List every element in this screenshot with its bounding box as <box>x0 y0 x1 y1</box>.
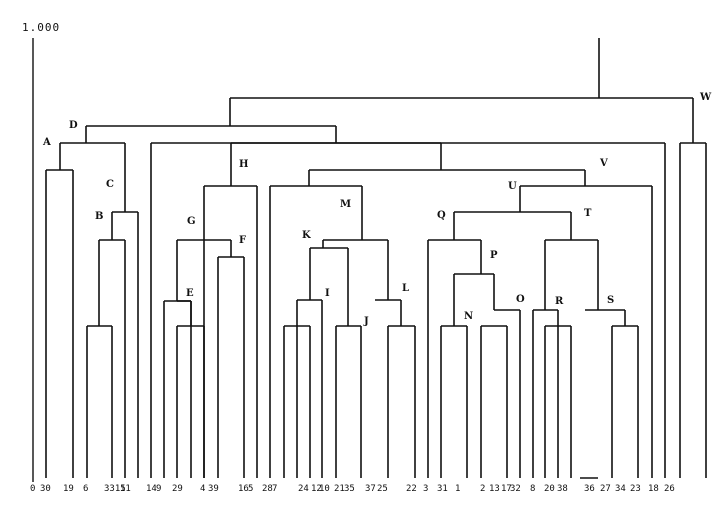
node-label-r: R <box>555 296 564 307</box>
node-label-t: T <box>584 208 592 219</box>
leaf-label: 24 <box>298 484 309 494</box>
node-label-h: H <box>239 159 248 170</box>
leaf-label: 13 <box>489 484 500 494</box>
leaf-label: 34 <box>615 484 626 494</box>
leaf-label: 7 <box>272 484 277 494</box>
leaf-label: 25 <box>377 484 388 494</box>
leaf-label: 14 <box>146 484 157 494</box>
node-label-l: L <box>402 283 409 294</box>
leaf-label: 28 <box>262 484 273 494</box>
node-label-p: P <box>490 250 498 261</box>
leaf-label: 6 <box>83 484 88 494</box>
node-label-u: U <box>508 181 517 192</box>
branches <box>45 38 707 479</box>
node-labels: A B C D E F G H I J K L M N O P Q R S T U V W <box>42 92 712 327</box>
leaf-label: 27 <box>600 484 611 494</box>
node-label-b: B <box>95 211 103 222</box>
leaf-label: 4 <box>200 484 205 494</box>
node-label-q: Q <box>437 210 446 221</box>
leaf-label: 35 <box>344 484 355 494</box>
scale-label: 1.000 <box>22 21 60 34</box>
node-label-j: J <box>363 316 369 327</box>
node-label-v: V <box>599 158 608 169</box>
leaf-label: 32 <box>510 484 521 494</box>
leaf-label: 3 <box>423 484 428 494</box>
node-label-o: O <box>516 294 525 305</box>
leaf-label: 30 <box>40 484 51 494</box>
leaf-label: 26 <box>664 484 675 494</box>
leaf-label: 2 <box>480 484 485 494</box>
node-label-m: M <box>340 199 351 210</box>
node-label-n: N <box>464 311 473 322</box>
leaf-label: 37 <box>365 484 376 494</box>
leaf-label: 10 <box>319 484 330 494</box>
leaf-label: 23 <box>630 484 641 494</box>
node-label-c: C <box>106 179 114 190</box>
leaf-label: 21 <box>334 484 345 494</box>
node-label-d: D <box>69 120 78 131</box>
leaf-label: 9 <box>156 484 161 494</box>
leaf-label: 11 <box>120 484 131 494</box>
leaf-label: 17 <box>501 484 512 494</box>
leaf-label: 0 <box>30 484 35 494</box>
leaf-label: 12 <box>311 484 322 494</box>
leaf-label: 20 <box>544 484 555 494</box>
leaf-label: 1 <box>455 484 460 494</box>
node-label-w: W <box>699 92 712 103</box>
leaf-label: 22 <box>406 484 417 494</box>
node-label-g: G <box>187 216 196 227</box>
leaf-label: 39 <box>208 484 219 494</box>
leaf-label: 5 <box>248 484 253 494</box>
leaf-label: 31 <box>437 484 448 494</box>
leaf-label: 38 <box>557 484 568 494</box>
node-label-k: K <box>302 230 311 241</box>
leaf-label: 8 <box>530 484 535 494</box>
leaf-label: 36 <box>584 484 595 494</box>
node-label-a: A <box>42 137 51 148</box>
leaf-label: 29 <box>172 484 183 494</box>
leaf-label: 18 <box>648 484 659 494</box>
leaf-label: 3315 <box>104 484 126 494</box>
node-label-f: F <box>239 235 246 246</box>
leaf-label: 16 <box>238 484 249 494</box>
leaf-label: 19 <box>63 484 74 494</box>
node-label-e: E <box>186 288 194 299</box>
node-label-i: I <box>325 288 330 299</box>
node-label-s: S <box>607 295 614 306</box>
